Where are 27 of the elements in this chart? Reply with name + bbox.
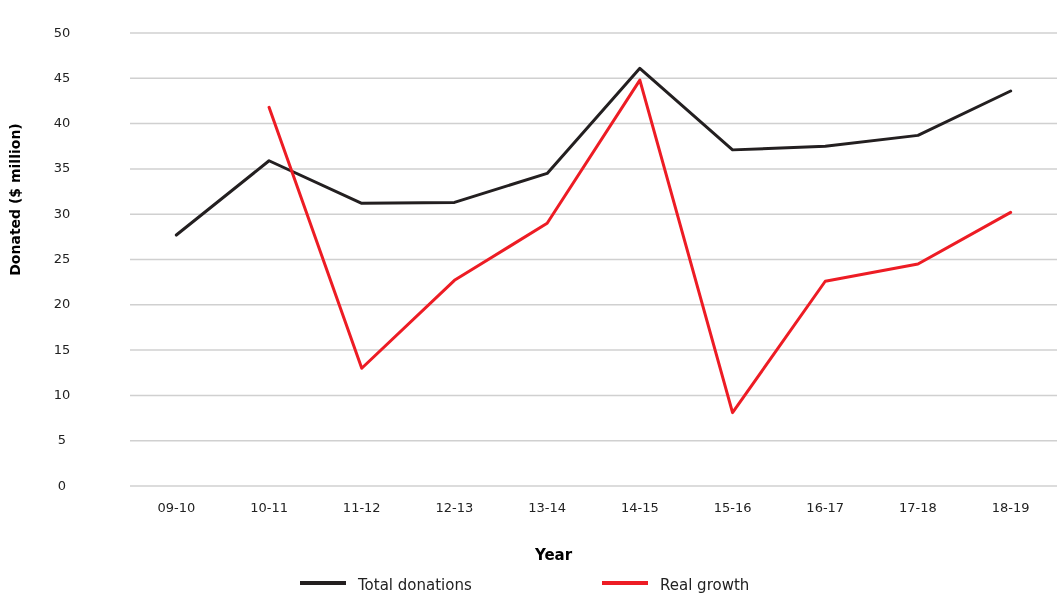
y-tick-label: 15 [53,341,71,357]
y-tick-label: 35 [53,160,71,176]
x-tick-label: 18-19 [991,499,1030,515]
line-series [174,66,1013,237]
legend-label: Total donations [357,575,472,594]
x-tick-label: 16-17 [806,499,845,515]
y-tick-label: 0 [57,477,67,493]
x-tick-label: 09-10 [157,499,196,515]
y-tick-label: 5 [57,432,67,448]
x-tick-label: 11-12 [342,499,381,515]
x-tick-label: 14-15 [620,499,659,515]
x-axis-title: Year [533,545,573,564]
y-tick-label: 30 [53,205,71,221]
x-tick-label: 15-16 [713,499,752,515]
x-tick-label: 10-11 [250,499,288,515]
y-tick-label: 50 [53,24,71,40]
x-tick-label: 17-18 [899,499,937,515]
y-tick-label: 20 [53,296,71,312]
y-tick-label: 10 [53,386,71,402]
y-axis-title: Donated ($ million) [7,123,23,276]
y-tick-label: 45 [53,69,71,85]
x-tick-label: 13-14 [528,499,567,515]
legend-label: Real growth [660,575,750,594]
x-tick-label: 12-13 [435,499,474,515]
y-tick-label: 25 [53,251,71,266]
y-tick-label: 40 [53,115,71,131]
line-series [267,78,1013,415]
